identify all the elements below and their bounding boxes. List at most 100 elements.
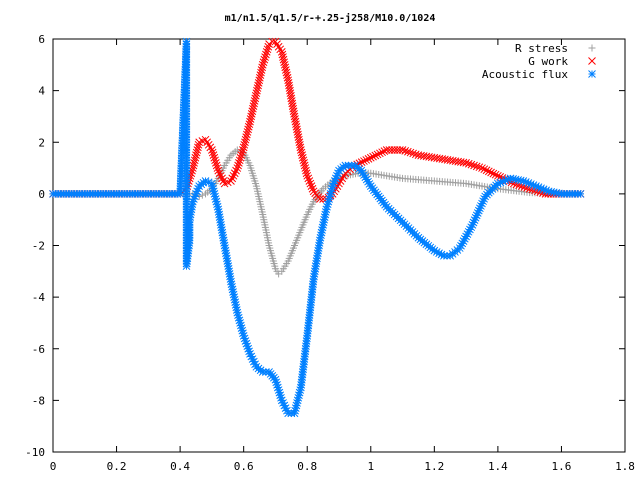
data-point [239, 143, 248, 152]
data-point [188, 164, 197, 172]
data-point [198, 191, 206, 199]
data-point [192, 151, 200, 160]
y-tick-label: 0 [38, 188, 45, 201]
data-point [380, 147, 389, 155]
y-tick-label: -4 [32, 291, 46, 304]
data-point [489, 169, 498, 178]
data-point [401, 147, 410, 155]
data-point [366, 153, 375, 162]
data-point [373, 150, 382, 159]
data-marks [49, 37, 585, 418]
data-point [232, 166, 240, 175]
x-tick-label: 0.6 [234, 460, 254, 473]
data-point [263, 45, 272, 54]
data-point [236, 153, 245, 162]
data-point [302, 169, 311, 178]
legend-label: R stress [515, 42, 568, 55]
data-point [192, 148, 201, 157]
data-point [484, 167, 493, 176]
data-point [262, 48, 271, 56]
data-point [244, 122, 253, 131]
data-point [213, 164, 222, 172]
data-point [398, 146, 407, 154]
legend-marker [588, 57, 596, 65]
data-point [316, 195, 324, 203]
y-tick-label: -2 [32, 240, 45, 253]
x-tick-label: 0.2 [107, 460, 127, 473]
data-point [190, 156, 199, 165]
data-point [472, 162, 481, 171]
data-point [480, 165, 489, 174]
data-point [487, 168, 495, 177]
data-point [212, 161, 221, 170]
data-point [302, 166, 310, 175]
data-point [234, 161, 242, 170]
data-point [467, 160, 476, 169]
legend-marker [588, 44, 596, 52]
data-point [261, 53, 269, 61]
data-point [376, 149, 384, 158]
axis-ticks: 0 0.2 0.4 0.6 0.8 1 1.2 1.4 1.6 1.8 6 4 2 0 -2 -4 -6 -8 -1… [25, 33, 635, 473]
data-point [214, 166, 223, 175]
data-point [237, 151, 246, 160]
data-point [300, 161, 309, 170]
data-point [297, 146, 305, 154]
data-point [258, 63, 267, 72]
series-2 [49, 37, 585, 418]
data-point [306, 179, 315, 188]
data-point [406, 148, 415, 157]
y-tick-label: 6 [38, 33, 45, 46]
data-point [233, 164, 242, 172]
legend-marker [588, 70, 596, 78]
data-point [297, 148, 306, 157]
data-point [369, 152, 377, 161]
data-point [301, 164, 310, 172]
series-1 [49, 37, 585, 203]
legend-label: Acoustic flux [482, 68, 568, 81]
data-point [262, 50, 270, 59]
x-tick-label: 0.8 [297, 460, 317, 473]
data-point [239, 146, 247, 154]
x-tick-label: 1.8 [615, 460, 635, 473]
x-tick-label: 1.4 [488, 460, 508, 473]
data-point [475, 163, 484, 172]
data-point [268, 37, 277, 46]
data-point [210, 153, 219, 162]
data-point [308, 184, 317, 193]
data-point [307, 182, 316, 190]
data-point [259, 58, 268, 67]
data-point [478, 164, 486, 172]
y-tick-label: -10 [25, 446, 45, 459]
data-point [299, 156, 308, 165]
y-tick-label: 2 [38, 136, 45, 149]
data-point [212, 159, 220, 167]
data-point [364, 154, 373, 163]
data-point [403, 147, 412, 156]
data-point [209, 151, 218, 160]
x-tick-label: 0 [50, 460, 57, 473]
data-point [491, 170, 500, 179]
data-point [193, 146, 202, 154]
x-tick-label: 1.6 [552, 460, 572, 473]
data-point [194, 143, 202, 152]
data-point [462, 159, 470, 167]
data-point [242, 130, 251, 139]
data-point [470, 161, 478, 170]
data-point [240, 140, 249, 149]
data-point [378, 148, 386, 157]
data-point [218, 174, 226, 183]
data-point [258, 60, 267, 69]
data-point [241, 138, 249, 147]
data-point [228, 174, 237, 183]
data-point [230, 169, 239, 178]
y-tick-label: 4 [38, 85, 45, 98]
data-point [189, 161, 198, 170]
data-point [304, 174, 313, 183]
data-point [190, 159, 198, 167]
data-point [298, 151, 306, 160]
data-point [235, 159, 243, 167]
data-point [305, 177, 314, 185]
data-point [576, 190, 585, 198]
